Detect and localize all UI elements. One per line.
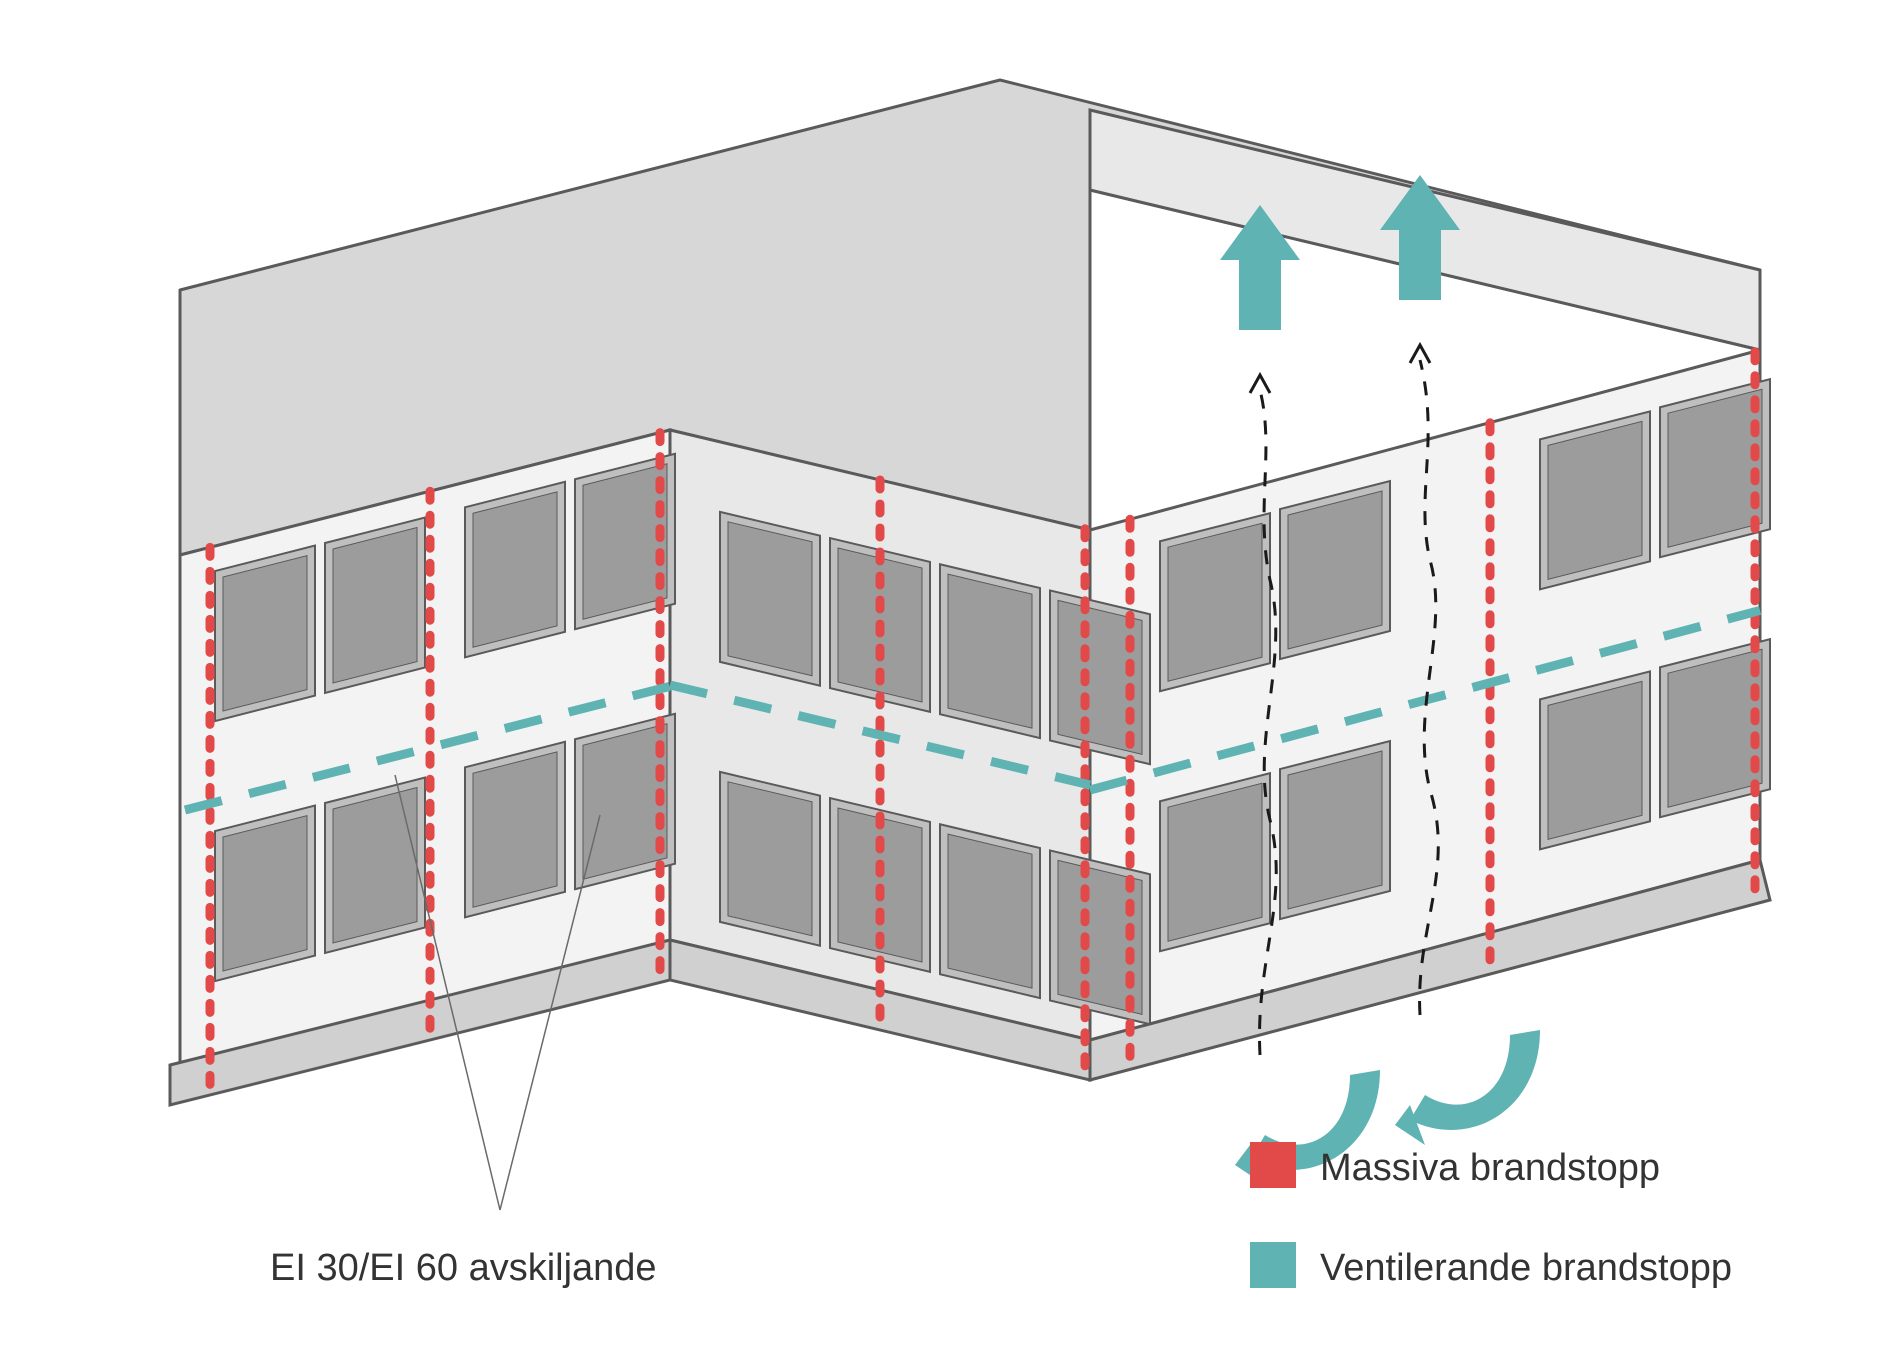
- window-glass: [473, 752, 557, 907]
- legend-swatch: [1250, 1142, 1296, 1188]
- window-glass: [1168, 783, 1262, 941]
- legend-label: Ventilerande brandstopp: [1320, 1247, 1732, 1289]
- window-glass: [728, 782, 812, 936]
- legend-label: Massiva brandstopp: [1320, 1147, 1660, 1189]
- window-glass: [1288, 491, 1382, 649]
- window-glass: [223, 816, 307, 971]
- window-glass: [473, 492, 557, 647]
- airflow-path-arrowhead: [1250, 375, 1270, 393]
- window-glass: [1668, 389, 1762, 547]
- window-glass: [948, 834, 1032, 988]
- callout-label: EI 30/EI 60 avskiljande: [270, 1247, 657, 1289]
- window-glass: [1288, 751, 1382, 909]
- window-glass: [333, 528, 417, 683]
- window-glass: [1168, 523, 1262, 681]
- building-diagram: [170, 80, 1770, 1105]
- window-glass: [583, 724, 667, 879]
- window-glass: [948, 574, 1032, 728]
- window-glass: [1668, 649, 1762, 807]
- window-glass: [223, 556, 307, 711]
- window-glass: [1548, 421, 1642, 579]
- legend: Massiva brandstopp Ventilerande brandstop…: [1250, 1142, 1732, 1289]
- air-inlet-arrow: [1410, 1030, 1540, 1130]
- window-glass: [728, 522, 812, 676]
- window-glass: [1548, 681, 1642, 839]
- legend-swatch: [1250, 1242, 1296, 1288]
- window-glass: [583, 464, 667, 619]
